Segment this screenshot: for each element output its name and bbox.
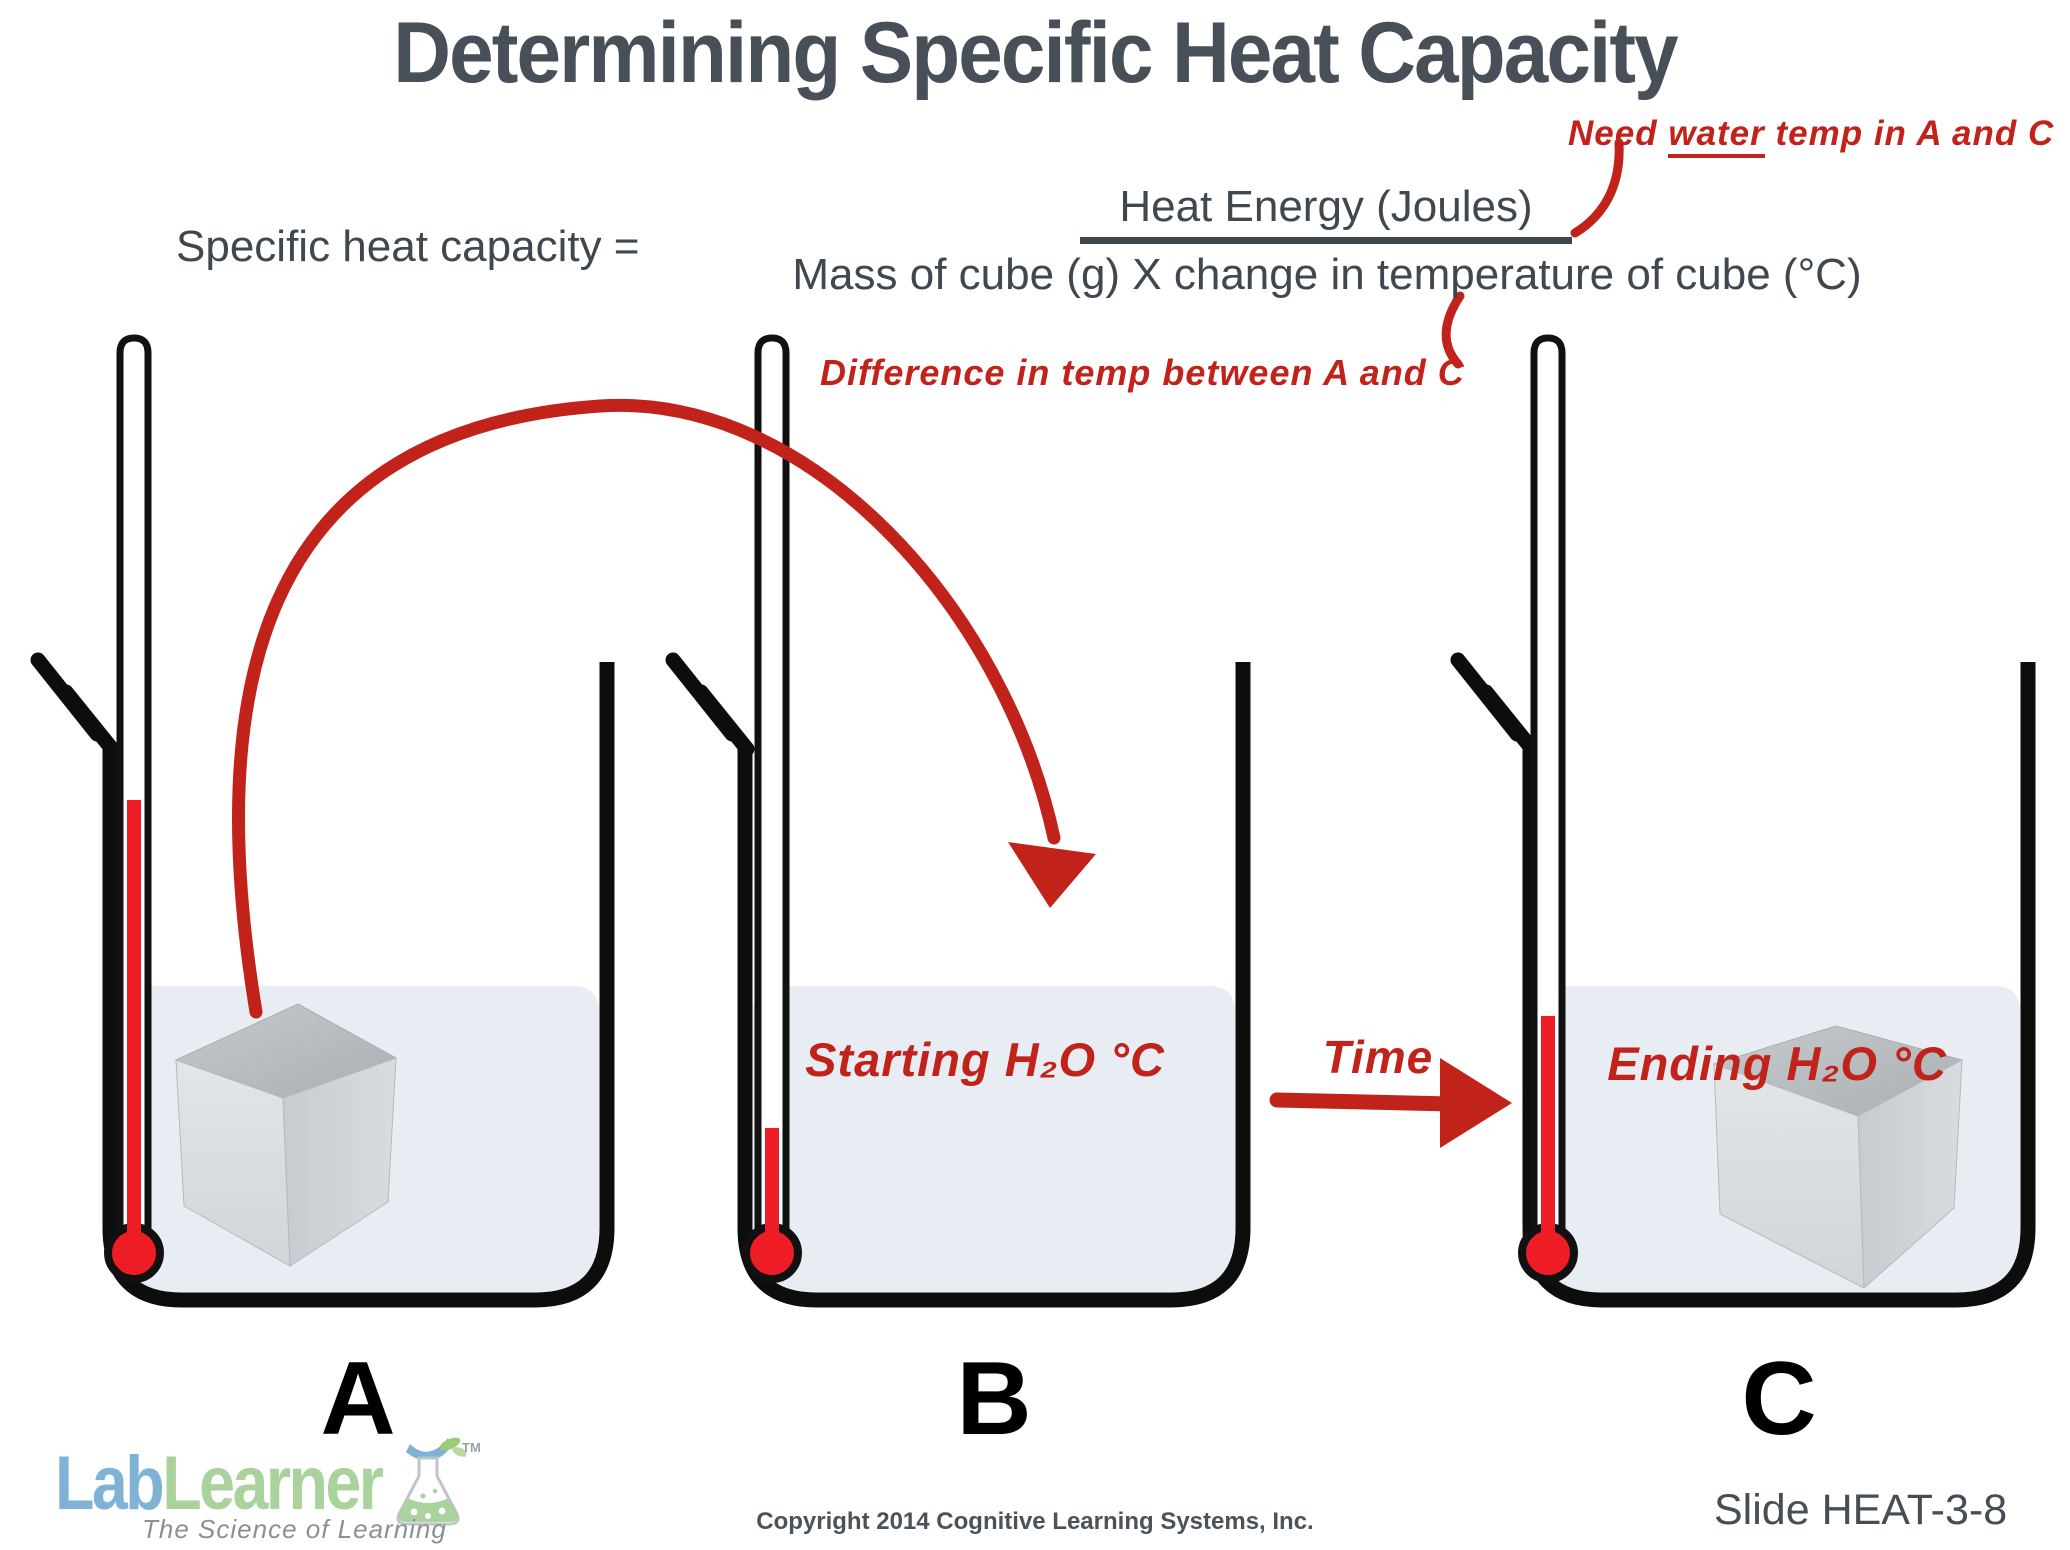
thermometer-c-mercury: [1541, 1016, 1555, 1252]
crayon-marks: [232, 138, 1624, 1148]
beaker-b-spout-lip: [665, 652, 740, 742]
logo-lab-text: Lab: [55, 1441, 165, 1526]
beaker-c: [1450, 334, 2036, 1308]
thermometer-b-tube: [754, 334, 790, 1252]
cube-transfer-arrowhead-icon: [1008, 842, 1096, 908]
thermometer-a: [104, 334, 164, 1283]
page-title: Determining Specific Heat Capacity: [393, 5, 1678, 101]
annotation-need-post: temp in A and C: [1764, 114, 2055, 153]
metal-cube-a: [174, 1003, 398, 1267]
beaker-a-label: A: [320, 1341, 396, 1457]
ending-water-temp-label: Ending H₂O °C: [1607, 1037, 1947, 1090]
bubble: [410, 1508, 418, 1516]
difference-connector: [1441, 291, 1465, 369]
logo-trademark: TM: [462, 1440, 481, 1455]
flask-liquid: [398, 1498, 458, 1522]
formula-lhs: Specific heat capacity =: [176, 222, 640, 271]
slide-number: Slide HEAT-3-8: [1714, 1486, 2008, 1534]
need-water-connector: [1570, 138, 1624, 238]
flask-neck-swoosh: [406, 1438, 450, 1461]
time-arrow-shaft: [1269, 1092, 1460, 1112]
metal-cube-c: [1712, 1025, 1964, 1290]
thermometer-c: [1518, 334, 1578, 1283]
leaf-icon: [439, 1437, 461, 1451]
beaker-a-spout-lip: [30, 652, 105, 742]
annotation-need-underlined: water: [1668, 114, 1765, 158]
formula-denominator: Mass of cube (g) X change in temperature…: [792, 250, 1862, 299]
cube-transfer-arc: [232, 398, 1061, 1019]
bubble: [425, 1513, 431, 1519]
thermometer-b-mercury: [765, 1128, 779, 1252]
beaker-b: [665, 334, 1251, 1308]
time-arrowhead-icon: [1440, 1058, 1512, 1148]
beaker-a: [30, 334, 615, 1308]
beaker-c-spout-lip: [1450, 652, 1525, 742]
bubble: [438, 1507, 446, 1515]
bubble: [420, 1493, 426, 1499]
bubble: [432, 1488, 438, 1494]
starting-water-temp-label: Starting H₂O °C: [805, 1033, 1165, 1086]
annotation-difference-temp: Difference in temp between A and C: [820, 352, 1465, 393]
beaker-c-label: C: [1741, 1341, 1817, 1457]
time-label: Time: [1322, 1031, 1434, 1083]
lablearner-logo: LabLearner: [55, 1440, 384, 1527]
copyright-text: Copyright 2014 Cognitive Learning System…: [756, 1508, 1314, 1535]
thermometer-b: [742, 334, 802, 1283]
thermometer-a-mercury: [127, 800, 141, 1252]
flask-icon: [396, 1437, 466, 1526]
annotation-need-water-temp: Need water temp in A and C: [1568, 114, 2055, 158]
water-b: [753, 986, 1235, 1292]
logo-learner-text: Learner: [162, 1441, 384, 1526]
annotation-need-pre: Need: [1568, 114, 1669, 153]
logo-tagline: The Science of Learning: [142, 1514, 447, 1544]
leaf-icon: [452, 1447, 466, 1457]
beaker-b-label: B: [956, 1341, 1032, 1457]
formula-numerator: Heat Energy (Joules): [1080, 182, 1572, 244]
